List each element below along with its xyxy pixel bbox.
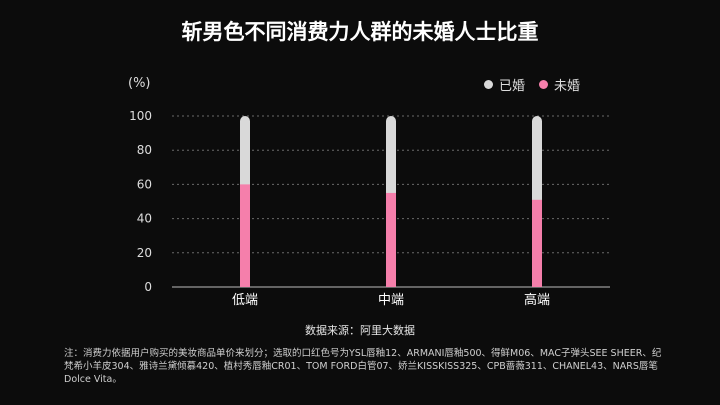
data-source: 数据来源：阿里大数据 [305, 324, 415, 337]
bar-unmarried [532, 199, 542, 287]
y-tick-label: 0 [144, 280, 152, 294]
bar-married [240, 116, 250, 190]
y-tick-label: 100 [129, 109, 152, 123]
legend-item-unmarried: 未婚 [539, 75, 580, 94]
bar-married [532, 116, 542, 205]
legend-item-married: 已婚 [484, 75, 525, 94]
x-tick-label: 高端 [524, 292, 550, 308]
bar-married [386, 116, 396, 198]
y-tick-label: 20 [137, 246, 152, 260]
legend-label-married: 已婚 [499, 79, 526, 94]
y-axis-unit: (%) [128, 76, 151, 91]
y-tick-label: 40 [137, 212, 152, 226]
y-tick-label: 60 [137, 177, 152, 191]
legend-dot-unmarried [539, 80, 549, 89]
footnote: 注：消费力依据用户购买的美妆商品单价来划分；选取的口红色号为YSL唇釉12、AR… [64, 348, 662, 385]
legend: 已婚 未婚 [484, 75, 594, 94]
legend-label-unmarried: 未婚 [554, 79, 581, 94]
legend-dot-married [484, 80, 493, 89]
chart-title: 斩男色不同消费力人群的未婚人士比重 [181, 20, 539, 44]
x-tick-label: 低端 [232, 293, 258, 308]
bar-unmarried [240, 184, 250, 287]
y-tick-label: 80 [137, 143, 152, 157]
bar-unmarried [386, 192, 396, 287]
x-tick-label: 中端 [378, 293, 404, 308]
